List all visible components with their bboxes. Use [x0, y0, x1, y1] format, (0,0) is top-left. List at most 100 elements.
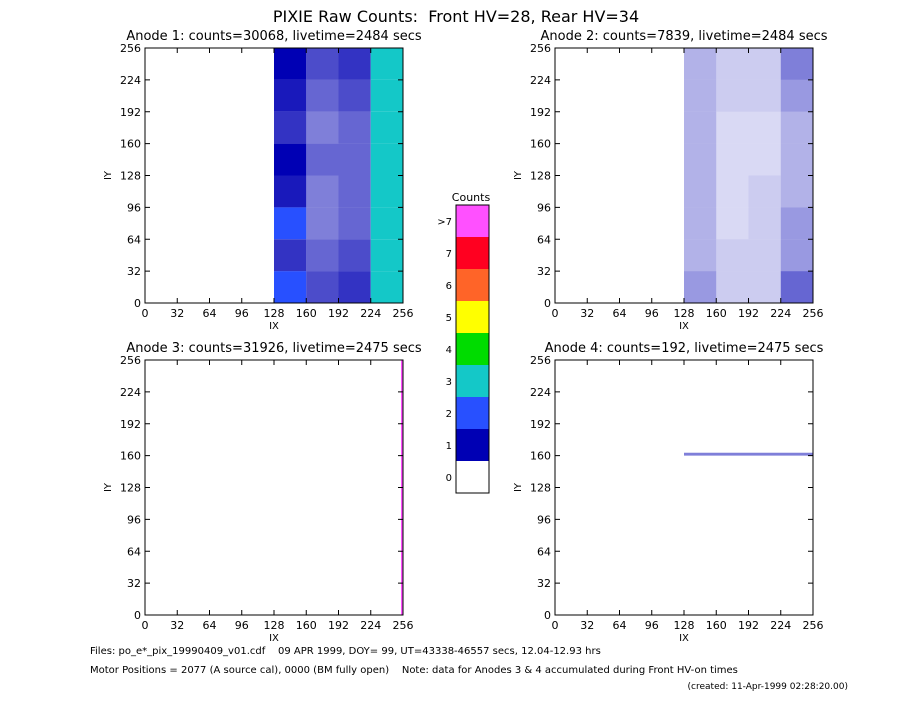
x-tick-label: 256 — [393, 307, 414, 320]
y-tick-label: 192 — [530, 106, 551, 119]
y-tick-label: 64 — [127, 233, 141, 246]
heatmap-cell — [780, 111, 813, 144]
x-tick-label: 192 — [328, 619, 349, 632]
heatmap-cell — [145, 239, 274, 272]
x-tick-label: 256 — [393, 619, 414, 632]
heatmap-cell — [555, 48, 684, 80]
colorbar-swatch — [456, 397, 489, 429]
x-axis-label: IX — [269, 321, 279, 332]
x-tick-label: 32 — [170, 619, 184, 632]
heatmap-cell — [748, 111, 781, 144]
x-tick-label: 192 — [328, 307, 349, 320]
colorbar-swatch — [456, 365, 489, 397]
heatmap-cell — [274, 207, 307, 240]
x-tick-label: 224 — [770, 307, 791, 320]
x-tick-label: 224 — [770, 619, 791, 632]
heatmap-cell — [306, 175, 339, 208]
x-tick-label: 256 — [803, 619, 824, 632]
heatmap-cell — [684, 143, 717, 176]
heatmap-cell — [145, 175, 274, 208]
heatmap-cell — [716, 271, 749, 303]
y-tick-label: 0 — [544, 609, 551, 622]
heatmap-cell — [555, 455, 684, 615]
x-tick-label: 0 — [552, 619, 559, 632]
heatmap-cell — [716, 79, 749, 112]
heatmap-cell — [145, 143, 274, 176]
y-tick-label: 128 — [120, 170, 141, 183]
y-tick-label: 224 — [530, 386, 551, 399]
y-tick-label: 256 — [530, 354, 551, 367]
y-tick-label: 96 — [127, 201, 141, 214]
heatmap-cell — [684, 111, 717, 144]
heatmap-cell — [684, 79, 717, 112]
heatmap-cell — [555, 143, 684, 176]
colorbar-label: 1 — [446, 441, 452, 452]
panel-title: Anode 2: counts=7839, livetime=2484 secs — [540, 29, 827, 44]
heatmap-cell — [780, 79, 813, 112]
heatmap-cell — [145, 111, 274, 144]
heatmap-cell — [555, 452, 684, 456]
heatmap-cell — [684, 271, 717, 303]
colorbar-label: 2 — [446, 409, 452, 420]
heatmap-cell — [274, 175, 307, 208]
y-tick-label: 256 — [530, 42, 551, 55]
x-axis-label: IX — [679, 633, 689, 644]
colorbar-label: 3 — [446, 377, 452, 388]
x-tick-label: 224 — [360, 619, 381, 632]
x-tick-label: 256 — [803, 307, 824, 320]
x-tick-label: 64 — [203, 307, 217, 320]
y-tick-label: 224 — [120, 74, 141, 87]
colorbar-label: 7 — [446, 249, 452, 260]
heatmap-cell — [370, 175, 403, 208]
y-axis-label: IY — [513, 482, 524, 492]
heatmap-cell — [370, 79, 403, 112]
y-tick-label: 64 — [537, 233, 551, 246]
x-tick-label: 0 — [552, 307, 559, 320]
footer-files: Files: po_e*_pix_19990409_v01.cdf 09 APR… — [90, 646, 601, 657]
x-axis-label: IX — [679, 321, 689, 332]
y-tick-label: 160 — [120, 138, 141, 151]
y-tick-label: 160 — [530, 450, 551, 463]
y-axis-label: IY — [103, 170, 114, 180]
y-tick-label: 128 — [120, 482, 141, 495]
heatmap-cell — [716, 143, 749, 176]
heatmap-cell — [780, 143, 813, 176]
x-tick-label: 96 — [235, 307, 249, 320]
heatmap-cell — [145, 79, 274, 112]
heatmap-cell — [555, 360, 684, 453]
y-tick-label: 128 — [530, 170, 551, 183]
heatmap-cell — [145, 360, 401, 615]
heatmap-cell — [370, 207, 403, 240]
colorbar-frame — [455, 204, 490, 494]
heatmap-cell — [716, 207, 749, 240]
heatmap-cell — [780, 271, 813, 303]
heatmap-cell — [748, 271, 781, 303]
x-tick-label: 0 — [142, 307, 149, 320]
panel-title: Anode 3: counts=31926, livetime=2475 sec… — [126, 341, 422, 356]
y-tick-label: 32 — [537, 577, 551, 590]
y-axis-label: IY — [513, 170, 524, 180]
x-tick-label: 128 — [674, 307, 695, 320]
y-tick-label: 0 — [134, 609, 141, 622]
heatmap-cell — [684, 452, 813, 456]
heatmap-cell — [145, 48, 274, 80]
heatmap-cell — [748, 48, 781, 80]
y-tick-label: 128 — [530, 482, 551, 495]
heatmap-cell — [274, 271, 307, 303]
heatmap-cell — [716, 239, 749, 272]
y-tick-label: 32 — [127, 265, 141, 278]
y-tick-label: 224 — [530, 74, 551, 87]
y-tick-label: 96 — [537, 513, 551, 526]
colorbar-swatch — [456, 333, 489, 365]
x-tick-label: 128 — [674, 619, 695, 632]
y-tick-label: 256 — [120, 354, 141, 367]
x-tick-label: 32 — [580, 307, 594, 320]
heatmap-cell — [338, 207, 371, 240]
heatmap-cell — [274, 143, 307, 176]
heatmap-cell — [306, 111, 339, 144]
heatmap-cell — [684, 207, 717, 240]
heatmap-cell — [555, 271, 684, 303]
heatmap-cell — [780, 48, 813, 80]
x-tick-label: 224 — [360, 307, 381, 320]
heatmap-cell — [145, 207, 274, 240]
